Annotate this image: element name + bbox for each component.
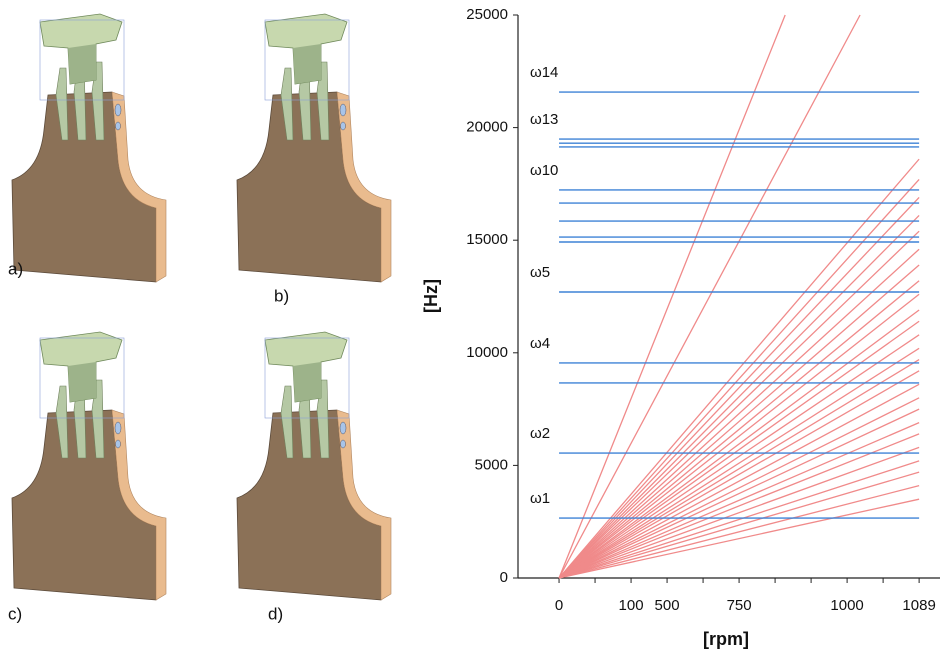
panel-label: c) [8, 604, 22, 623]
x-tick-label: 100 [619, 597, 644, 614]
order-line [559, 15, 860, 578]
figure: a) b) c) d) [rpm] [Hz] 05000100001500020… [0, 0, 944, 657]
mode-label: ω14 [530, 64, 558, 81]
blade-image [12, 332, 166, 600]
order-line [559, 434, 919, 578]
order-line [559, 231, 919, 578]
x-axis-label: [rpm] [703, 629, 749, 649]
order-line [559, 335, 919, 578]
panel-label: b) [274, 286, 289, 305]
x-tick-label: 1089 [902, 597, 935, 614]
order-line [559, 265, 919, 578]
x-tick-label: 0 [555, 597, 563, 614]
mode-label: ω13 [530, 111, 558, 128]
order-line [559, 423, 919, 578]
x-tick-label: 750 [727, 597, 752, 614]
order-line [559, 371, 919, 578]
y-tick-label: 25000 [466, 6, 508, 23]
mode-label: ω4 [530, 335, 550, 352]
y-tick-label: 5000 [475, 456, 508, 473]
mode-label: ω1 [530, 490, 550, 507]
order-line [559, 409, 919, 578]
order-line [559, 447, 919, 578]
blade-image [12, 14, 166, 282]
order-line [559, 197, 919, 578]
mode-label: ω5 [530, 264, 550, 281]
y-tick-label: 0 [500, 569, 508, 586]
order-line [559, 281, 919, 578]
y-tick-label: 10000 [466, 344, 508, 361]
panel-label: a) [8, 259, 23, 278]
mode-label: ω10 [530, 162, 558, 179]
x-tick-label: 1000 [830, 597, 863, 614]
y-axis-label: [Hz] [421, 279, 441, 313]
order-line [559, 215, 919, 578]
order-line [559, 294, 919, 578]
y-tick-label: 15000 [466, 231, 508, 248]
order-line [559, 360, 919, 578]
order-line [559, 159, 919, 578]
order-line [559, 461, 919, 578]
order-line [559, 321, 919, 578]
blade-image [237, 14, 391, 282]
blade-image [237, 332, 391, 600]
mode-label: ω2 [530, 425, 550, 442]
x-tick-label: 500 [655, 597, 680, 614]
page: a) b) c) d) [rpm] [Hz] 05000100001500020… [0, 0, 944, 657]
y-tick-label: 20000 [466, 119, 508, 136]
panel-label: d) [268, 604, 283, 623]
